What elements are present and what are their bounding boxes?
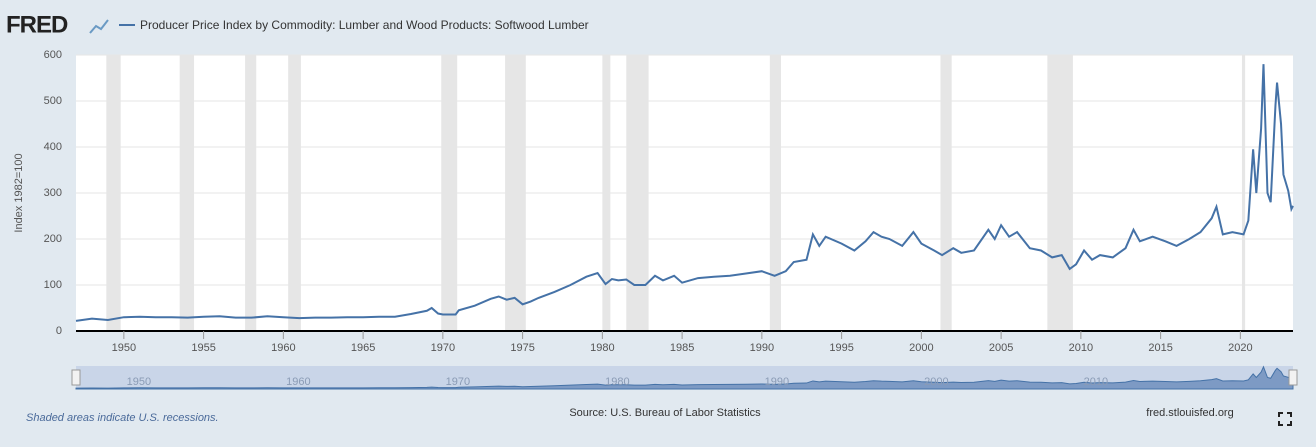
- x-tick-label: 2010: [1069, 342, 1093, 354]
- navigator-tick-label: 1960: [286, 376, 310, 388]
- x-tick-label: 1970: [431, 342, 455, 354]
- logo-icon: [89, 19, 109, 34]
- navigator-handle[interactable]: [1288, 369, 1298, 386]
- x-tick-label: 2000: [909, 342, 933, 354]
- x-tick-label: 1985: [670, 342, 694, 354]
- x-tick-label: 1995: [829, 342, 853, 354]
- x-tick-label: 1955: [191, 342, 215, 354]
- x-tick-label: 1975: [510, 342, 534, 354]
- legend-label: Producer Price Index by Commodity: Lumbe…: [140, 18, 589, 32]
- navigator-tick-label: 1970: [446, 376, 470, 388]
- x-tick-label: 2020: [1228, 342, 1252, 354]
- y-tick-label: 0: [56, 325, 62, 337]
- navigator-tick-label: 2010: [1084, 376, 1108, 388]
- y-tick-label: 100: [44, 279, 62, 291]
- x-tick-label: 1965: [351, 342, 375, 354]
- brand: FRED: [6, 11, 68, 38]
- x-tick-label: 1960: [271, 342, 295, 354]
- y-axis-label: Index 1982=100: [13, 153, 25, 232]
- x-tick-label: 1950: [112, 342, 136, 354]
- navigator-tick-label: 1980: [605, 376, 629, 388]
- site: fred.stlouisfed.org: [1146, 407, 1233, 419]
- y-tick-label: 500: [44, 95, 62, 107]
- x-tick-label: 1980: [590, 342, 614, 354]
- navigator-tick-label: 2000: [924, 376, 948, 388]
- navigator-tick-label: 1950: [127, 376, 151, 388]
- y-tick-label: 300: [44, 187, 62, 199]
- data-line: [75, 64, 1294, 322]
- y-tick-label: 400: [44, 141, 62, 153]
- recession-note: Shaded areas indicate U.S. recessions.: [26, 412, 219, 424]
- fullscreen-button[interactable]: [1278, 412, 1292, 426]
- y-tick-label: 200: [44, 233, 62, 245]
- x-tick-label: 1990: [750, 342, 774, 354]
- y-tick-label: 600: [44, 49, 62, 61]
- x-tick-label: 2015: [1148, 342, 1172, 354]
- navigator-area: [75, 365, 1294, 390]
- navigator-handle[interactable]: [71, 369, 81, 386]
- x-tick-label: 2005: [989, 342, 1013, 354]
- source: Source: U.S. Bureau of Labor Statistics: [569, 407, 761, 419]
- navigator-tick-label: 1990: [765, 376, 789, 388]
